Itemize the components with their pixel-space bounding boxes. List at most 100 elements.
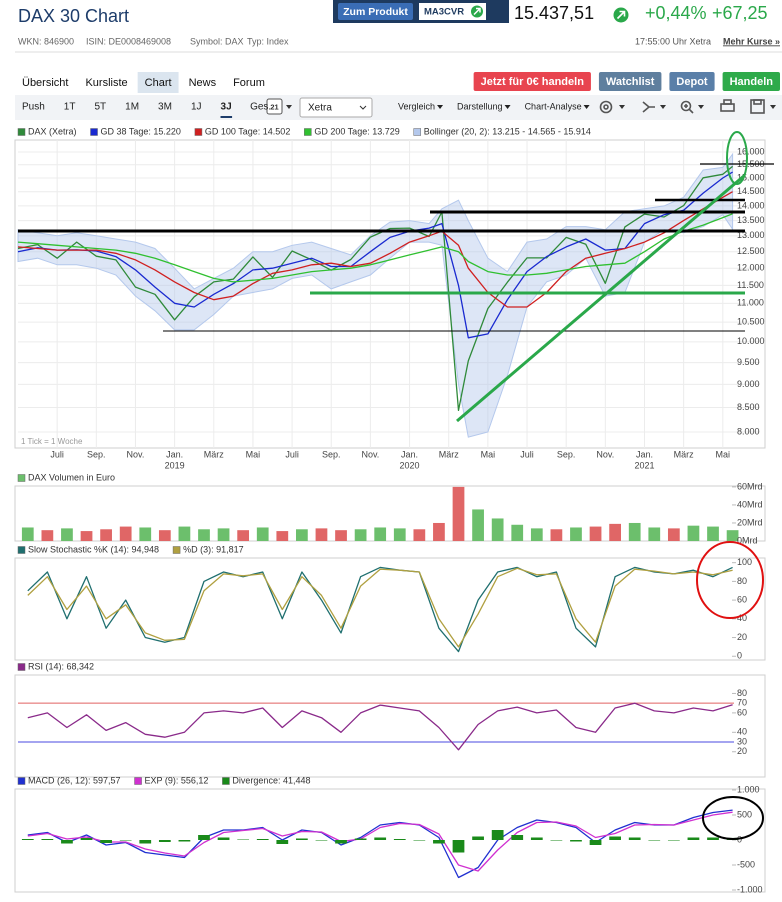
tab[interactable]: Übersicht [22,77,68,89]
series-line [27,809,733,879]
tab[interactable]: News [189,77,217,89]
tab[interactable]: Forum [233,77,265,89]
period-button[interactable]: Push [22,102,45,113]
x-tick-label: Juli [285,449,299,459]
volume-bar [707,526,719,541]
legend-swatch [172,546,181,554]
volume-bar [589,526,602,541]
dropdown-arrow [286,105,292,109]
series-line [17,171,733,339]
change-absolute: +67,25 [712,3,768,23]
y-tick-label: 14.000 [737,200,765,210]
button-label[interactable]: Watchlist [606,76,655,88]
legend-swatch [17,128,26,136]
volume-bar [550,529,563,541]
y-tick-label: 60 [737,594,747,604]
y-tick-label: 10.000 [737,336,765,346]
volume-bar [687,525,700,541]
legend-swatch [17,777,26,785]
series-line [27,566,733,653]
toolbar-menu[interactable]: Chart-Analyse [525,101,582,111]
up-arrow [473,7,481,16]
up-arrow [616,10,626,20]
divergence-bar [158,840,171,842]
exchange-select[interactable] [299,97,373,118]
period-button[interactable]: 1M [125,102,139,113]
period-button[interactable]: Ges. [250,102,271,113]
product-button[interactable] [338,3,413,20]
y-tick-label: 80 [737,688,747,698]
period-button[interactable]: 5T [94,102,106,113]
tools-icon[interactable] [642,101,655,113]
level-label: 30 [737,736,747,746]
volume-bar [511,524,524,541]
volume-bar [178,526,191,541]
period-button[interactable]: 1J [191,102,202,113]
zoom-icon-plus [684,104,694,114]
y-tick-label: 40 [737,727,747,737]
panel-frame [14,674,766,778]
y-tick-label: 80 [737,576,747,586]
volume-bar [139,527,152,541]
button-label[interactable]: Depot [676,76,708,88]
settings-icon[interactable] [599,100,613,114]
zoom-icon[interactable] [680,100,692,112]
dropdown-arrow [770,105,776,109]
year-label: 2020 [400,460,420,470]
divergence-bar [433,840,445,844]
divergence-bar [472,836,484,840]
product-code[interactable]: MA3CVR [424,7,464,18]
more-quotes-link[interactable]: Mehr Kurse » [723,36,780,46]
volume-bar [374,527,387,541]
legend-label: EXP (9): 556,12 [145,775,209,785]
volume-bar [667,528,680,541]
volume-bar [628,522,641,541]
volume-bar [354,529,367,541]
y-tick-label: 10.500 [737,317,765,327]
divergence-bar [237,839,250,840]
x-tick-label: Mai [716,449,731,459]
exchange-value[interactable]: Xetra [308,103,332,114]
volume-bar [61,528,73,541]
calendar-icon[interactable] [266,98,283,115]
tab[interactable]: Kursliste [85,77,127,89]
toolbar-menu[interactable]: Darstellung [457,101,503,111]
product-button-label[interactable]: Zum Produkt [343,6,408,18]
isin: ISIN: DE0008469008 [86,36,171,46]
product-code-box[interactable] [419,3,486,20]
button-label[interactable]: Jetzt für 0€ handeln [481,76,585,88]
button[interactable] [669,72,715,91]
volume-bar [433,522,445,541]
toolbar-icons [599,99,765,114]
period-button[interactable]: 1T [64,102,76,113]
legend-swatch [17,663,26,671]
tab[interactable]: Chart [145,77,172,89]
x-tick-label: Sep. [87,449,106,459]
button[interactable] [598,72,662,91]
button[interactable] [722,72,780,91]
x-tick-label: Juli [520,449,534,459]
y-tick-label: 60 [737,707,747,717]
volume-bar [315,528,328,541]
dropdown-arrow [583,105,590,109]
button-label[interactable]: Handeln [730,76,774,88]
x-tick-label: März [439,449,459,459]
y-tick-label: 20 [737,632,747,642]
chart-note: 1 Tick = 1 Woche [21,437,83,446]
series-line [17,165,734,412]
divergence-bar [41,839,54,840]
divergence-bar [354,838,367,840]
period-button[interactable]: 3J [221,102,232,113]
settings-icon-core [603,104,609,110]
button[interactable] [473,72,591,91]
period-button[interactable]: 3M [158,102,172,113]
divergence-bar [61,840,73,844]
divergence-bar [198,835,210,840]
series-line [27,567,733,648]
legend-label: DAX Volumen in Euro [28,472,115,482]
toolbar-menu[interactable]: Vergleich [398,101,435,111]
divergence-bar [139,840,152,844]
y-tick-label: 15.000 [737,172,765,182]
calendar-day[interactable]: 21 [270,102,278,111]
quote-time: 17:55:00 Uhr Xetra [635,36,711,46]
